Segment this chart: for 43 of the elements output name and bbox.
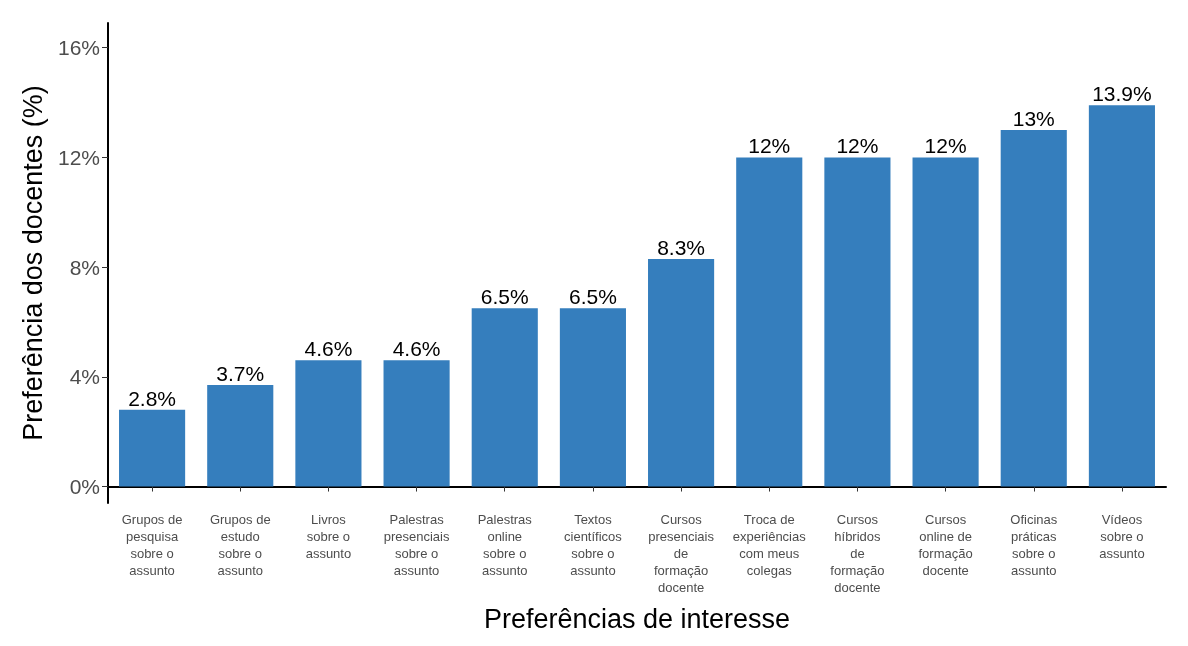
data-label: 12% — [924, 134, 967, 158]
data-label: 12% — [748, 134, 791, 158]
data-label: 8.3% — [657, 235, 706, 259]
x-tick-label: Cursos híbridos de formação docente — [830, 512, 885, 595]
data-label: 13.9% — [1092, 82, 1152, 106]
bar — [207, 385, 274, 487]
x-tick-label: Oficinas práticas sobre o assunto — [1010, 512, 1058, 578]
x-tick-label: Textos científicos sobre o assunto — [564, 512, 623, 578]
y-tick-label: 12% — [57, 145, 100, 169]
x-axis-title: Preferências de interesse — [483, 603, 791, 634]
bar — [559, 308, 626, 487]
data-label: 2.8% — [128, 386, 177, 410]
data-label: 13% — [1012, 106, 1055, 130]
bar — [1000, 129, 1067, 487]
bar — [471, 308, 538, 487]
bar — [1088, 105, 1155, 487]
y-tick-label: 0% — [69, 475, 100, 499]
bar — [383, 360, 450, 487]
y-tick-label: 8% — [69, 255, 100, 279]
bar — [824, 157, 891, 487]
bar — [736, 157, 803, 487]
x-tick-label: Cursos presenciais de formação docente — [648, 512, 715, 595]
data-label: 12% — [836, 134, 879, 158]
x-tick-label: Vídeos sobre o assunto — [1099, 512, 1145, 561]
data-label: 6.5% — [480, 285, 529, 309]
bar — [119, 409, 186, 487]
data-label: 4.6% — [392, 337, 441, 361]
bar — [912, 157, 979, 487]
x-tick-label: Troca de experiências com meus colegas — [732, 512, 807, 578]
x-tick-label: Palestras online sobre o assunto — [477, 512, 533, 578]
data-label: 6.5% — [568, 285, 617, 309]
y-tick-label: 16% — [57, 36, 100, 60]
bar — [295, 360, 362, 487]
x-tick-label: Livros sobre o assunto — [305, 512, 352, 561]
x-tick-label: Grupos de pesquisa sobre o assunto — [121, 512, 183, 578]
x-tick-label: Grupos de estudo sobre o assunto — [209, 512, 271, 578]
y-axis-title: Preferência dos docentes (%) — [17, 85, 48, 441]
data-label: 3.7% — [216, 362, 265, 386]
y-tick-label: 4% — [69, 365, 100, 389]
x-tick-label: Cursos online de formação docente — [918, 512, 973, 578]
bar — [648, 258, 715, 487]
x-tick-label: Palestras presenciais sobre o assunto — [383, 512, 450, 578]
data-label: 4.6% — [304, 337, 353, 361]
